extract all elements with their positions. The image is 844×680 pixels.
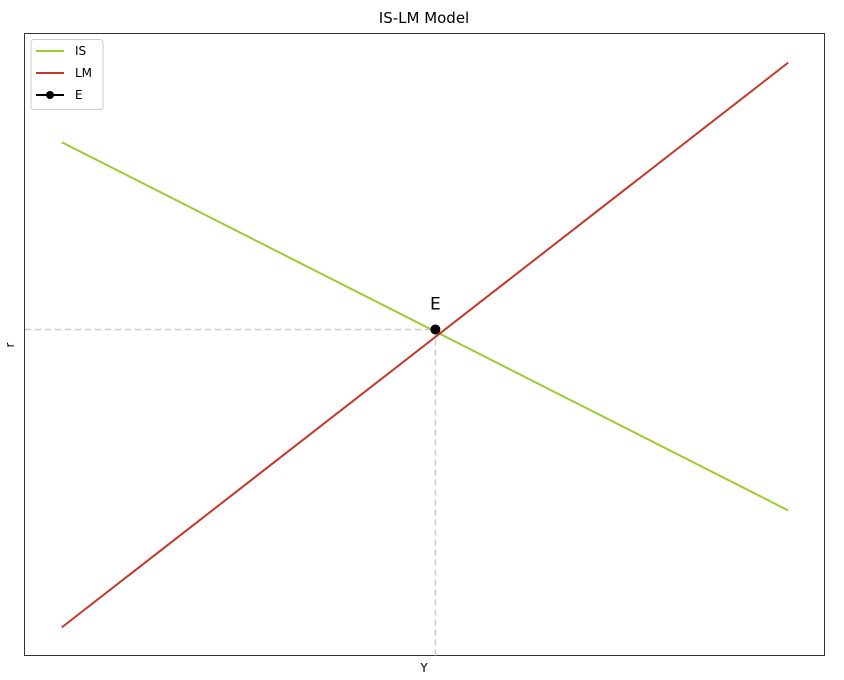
reference-lines [25, 328, 437, 656]
point-e [430, 324, 441, 335]
legend-entries: IS LM E [36, 44, 92, 102]
annotation-layer: E [430, 294, 441, 314]
x-axis-label: Y [419, 661, 428, 675]
series-lm-line [61, 61, 789, 629]
series-layer [61, 61, 789, 629]
legend-label-is: IS [75, 44, 86, 58]
plot-area [24, 33, 825, 656]
legend-marker-e [46, 91, 54, 99]
annotation-label: E [430, 294, 441, 314]
y-axis-label: r [3, 342, 17, 347]
legend-item-lm: LM [36, 66, 92, 80]
legend-label-e: E [75, 88, 83, 102]
legend-item-e: E [36, 88, 83, 102]
chart-title: IS-LM Model [379, 9, 469, 27]
series-is-line [61, 141, 789, 512]
legend-label-lm: LM [75, 66, 92, 80]
legend-item-is: IS [36, 44, 86, 58]
legend: IS LM E [30, 39, 104, 110]
